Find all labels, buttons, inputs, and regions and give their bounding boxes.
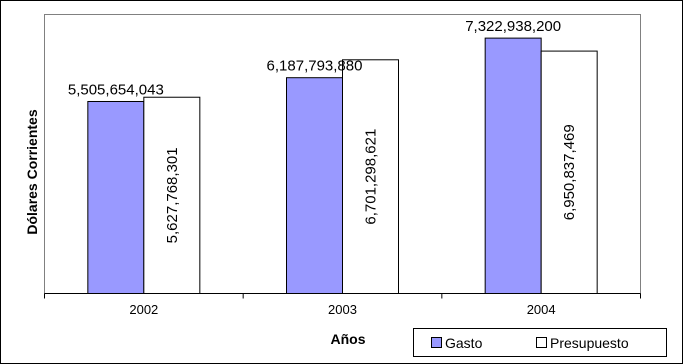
legend-label-presupuesto: Presupuesto [550,335,629,351]
data-label-presupuesto-2002: 5,627,768,301 [164,147,181,243]
data-label-gasto-2003: 6,187,793,880 [267,58,363,75]
y-axis-title: Dólares Corrientes [24,109,40,234]
data-label-gasto-2004: 7,322,938,200 [465,18,561,35]
legend-swatch-gasto [431,337,442,348]
data-label-gasto-2002: 5,505,654,043 [68,81,164,98]
data-label-presupuesto-2003: 6,701,298,621 [363,129,380,225]
data-label-presupuesto-2004: 6,950,837,469 [561,124,578,220]
data-labels: 5,505,654,043 5,627,768,301 6,187,793,880 6… [68,18,578,243]
bar-presupuesto-2002 [143,96,201,294]
bar-gasto-2003 [286,77,343,295]
x-axis-tick-labels: 2002 2003 2004 [129,302,555,317]
x-tick-label-2002: 2002 [129,302,158,317]
legend-label-gasto: Gasto [445,335,483,351]
bar-presupuesto-2004 [540,50,598,295]
bar-gasto-2002 [87,100,145,295]
bar-presupuesto-2003 [342,59,399,295]
x-tick-label-2003: 2003 [328,302,357,317]
legend: Gasto Presupuesto [413,328,667,357]
bar-gasto-2004 [484,37,542,294]
x-axis-title: Años [331,331,366,347]
x-tick-label-2004: 2004 [527,302,556,317]
bars [87,37,598,295]
x-axis-ticks [44,293,641,299]
legend-swatch-presupuesto [536,337,547,348]
